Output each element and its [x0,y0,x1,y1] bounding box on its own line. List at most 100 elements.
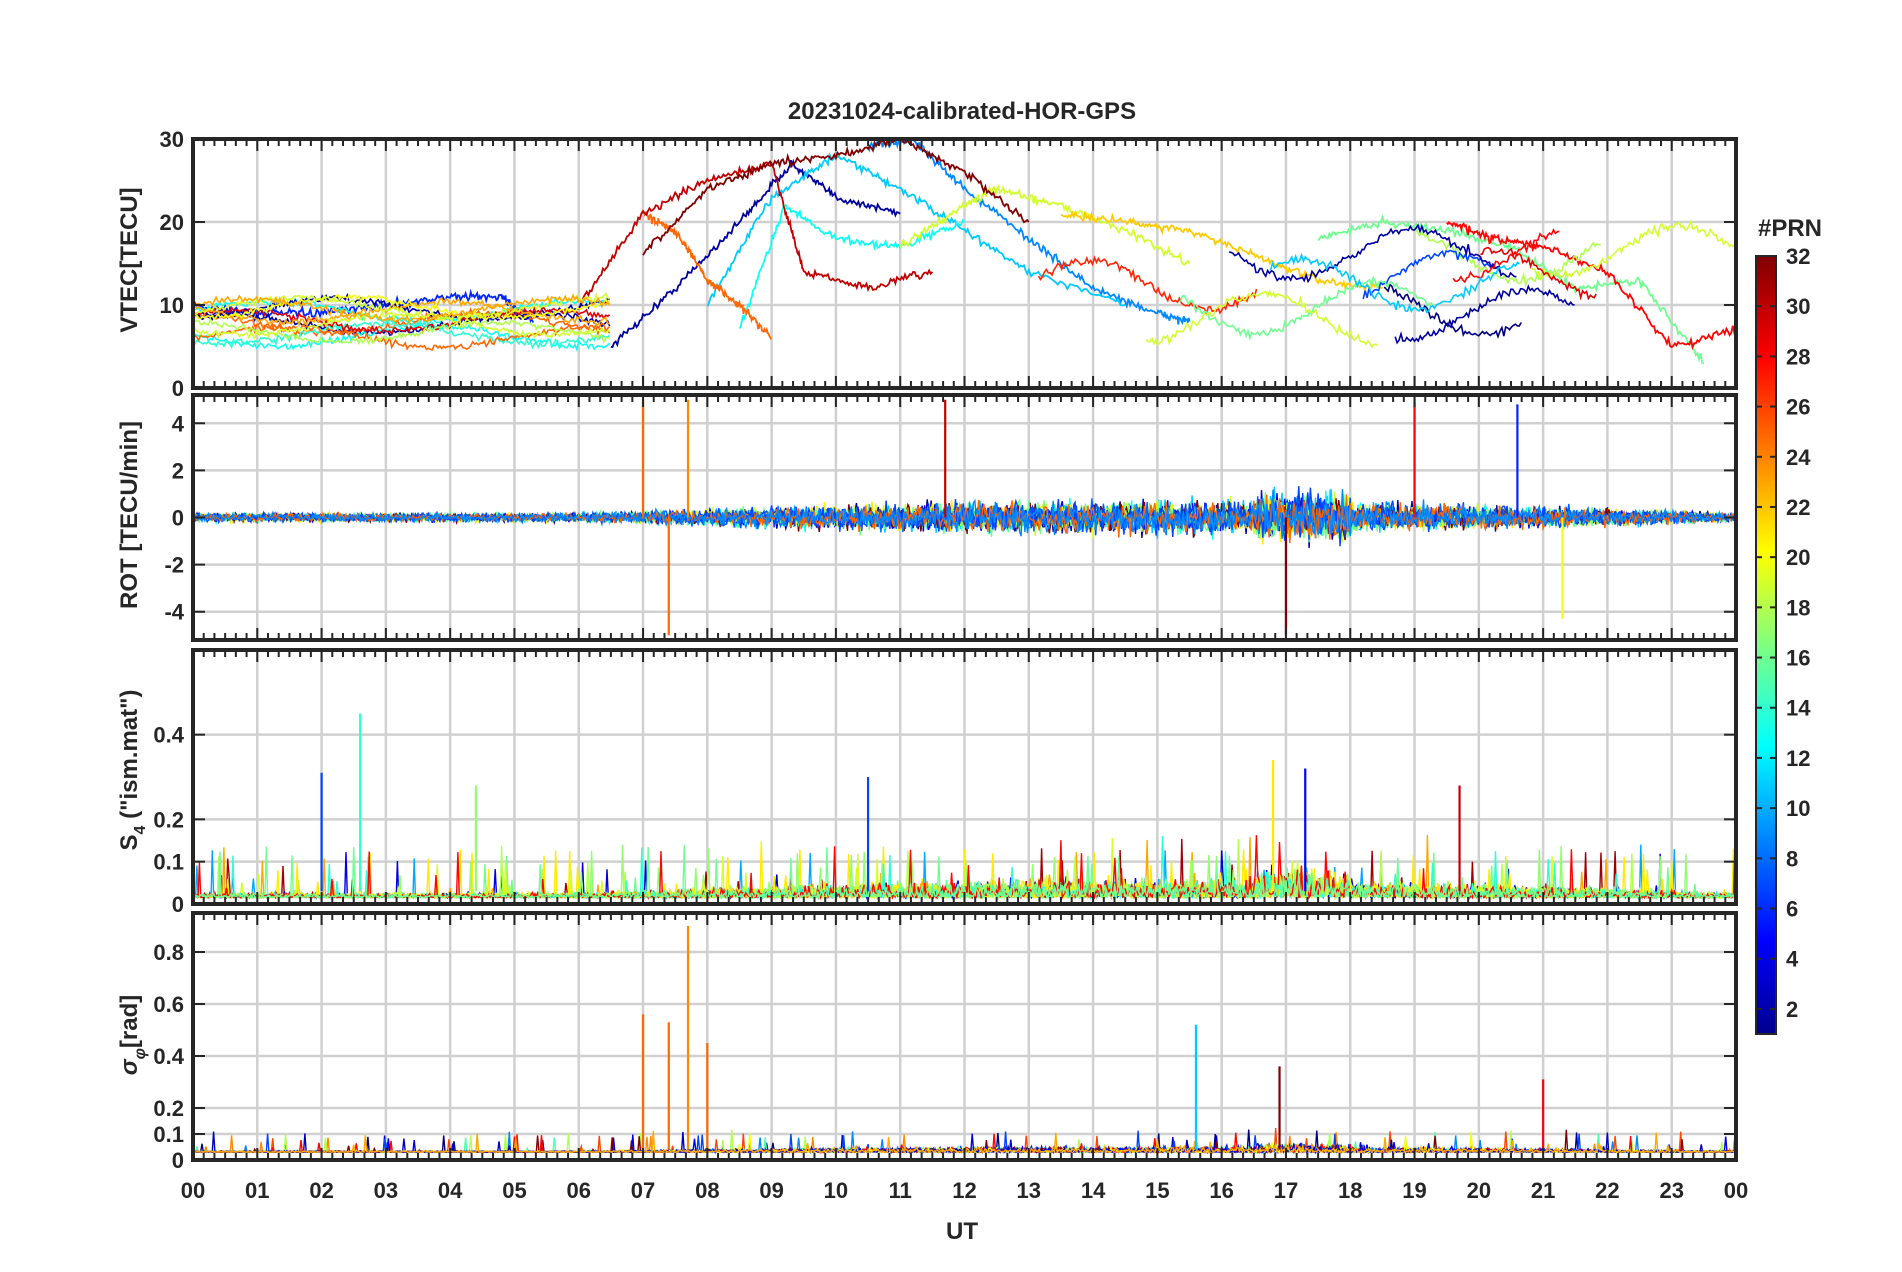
vtec-background-line [1413,228,1601,289]
panel-vtec-ylabel: VTEC[TECU] [116,187,143,332]
panel-s4: 0 0.1 0.2 0.4 S4 ("ism.mat") [116,648,1738,917]
x-tick-label: 17 [1274,1178,1298,1203]
panel-s4-ylabel: S4 ("ism.mat") [116,689,149,850]
colorbar-tick-label: 26 [1786,395,1810,420]
panel-rot: -4 -2 0 2 4 ROT [TECU/min] [116,393,1738,642]
colorbar-tick-label: 22 [1786,495,1810,520]
colorbar-tick-label: 8 [1786,846,1798,871]
colorbar-tick-label: 10 [1786,796,1810,821]
x-tick-label: 03 [374,1178,398,1203]
vtec-background-line [1269,252,1520,314]
colorbar-tick-label: 6 [1786,897,1798,922]
x-tick-label: 16 [1209,1178,1233,1203]
colorbar-tick-label: 2 [1786,997,1798,1022]
vtec-series-line [867,139,1191,326]
y-tick-label: 0 [172,376,184,401]
y-tick-label: 10 [160,293,184,318]
x-tick-label: 21 [1531,1178,1555,1203]
y-tick-label: 2 [172,458,184,483]
x-tick-label: 11 [889,1178,912,1203]
chart-title: 20231024-calibrated-HOR-GPS [788,98,1136,125]
vtec-series-line [193,288,534,324]
x-tick-label: 01 [245,1178,269,1203]
vtec-series-line [642,211,773,340]
panel-vtec: 0 10 20 30 VTEC[TECU] [116,127,1738,401]
x-tick-label: 09 [759,1178,783,1203]
colorbar-gradient [1755,255,1777,1035]
vtec-background-line [193,319,611,350]
vtec-background-line [193,306,611,336]
colorbar-tick-label: 16 [1786,646,1810,671]
vtec-background-line [193,293,611,323]
colorbar-tick-label: 12 [1786,746,1810,771]
y-tick-label: 20 [160,210,184,235]
colorbar-tick-label: 32 [1786,244,1810,269]
x-tick-label: 02 [309,1178,333,1203]
x-tick-label: 13 [1017,1178,1041,1203]
colorbar-tick-label: 24 [1786,445,1811,470]
y-tick-label: 0 [172,1148,184,1173]
y-tick-label: 0 [172,892,184,917]
y-tick-label: -2 [164,553,184,578]
vtec-background-line [193,317,610,346]
panel-sigma-phi-ylabel: σφ[rad] [116,995,149,1076]
y-tick-label: 4 [172,411,185,436]
colorbar-tick-label: 30 [1786,294,1810,319]
y-tick-label: 0.4 [153,723,184,748]
x-tick-label: 12 [952,1178,976,1203]
panel-rot-ylabel: ROT [TECU/min] [116,421,143,609]
colorbar-tick-label: 20 [1786,545,1810,570]
vtec-series-line [1060,210,1383,292]
vtec-background-line [1530,219,1736,282]
vtec-series-line [642,139,1030,256]
x-tick-label: 22 [1595,1178,1619,1203]
vtec-background-line [1145,288,1379,349]
y-tick-label: 0.1 [153,850,184,875]
y-tick-label: -4 [164,600,184,625]
x-tick-label: 05 [502,1178,526,1203]
vtec-background-line [193,293,611,322]
colorbar-tick-label: 18 [1786,595,1810,620]
vtec-background-line [1228,223,1517,284]
vtec-series-line [706,151,1126,307]
vtec-series-line [1446,220,1736,351]
vtec-background-line [193,310,611,340]
colorbar-title: #PRN [1758,215,1822,242]
x-tick-labels: 00 01 02 03 04 05 06 07 08 09 10 11 12 13 14 15 16 17 18 19… [181,1178,1748,1203]
x-tick-label: 07 [631,1178,655,1203]
vtec-series-line [738,203,966,330]
colorbar: #PRN 32 30 28 26 24 22 20 18 16 14 12 10 8 6 4 2 [1755,215,1822,1035]
x-tick-label: 10 [824,1178,848,1203]
x-tick-label: 14 [1081,1178,1106,1203]
x-tick-label: 06 [567,1178,591,1203]
vtec-background-line [1383,283,1522,339]
y-tick-label: 0 [172,506,184,531]
y-tick-label: 0.6 [153,992,184,1017]
x-tick-label: 23 [1659,1178,1683,1203]
x-tick-label: 08 [695,1178,719,1203]
vtec-background-line [1037,255,1258,317]
colorbar-tick-label: 28 [1786,344,1810,369]
x-tick-label: 00 [1724,1178,1748,1203]
vtec-series-line [610,158,901,349]
x-tick-label: 04 [438,1178,463,1203]
vtec-background-line [1452,228,1560,284]
x-axis-label: UT [946,1218,978,1245]
rot-series-line [193,487,1736,547]
y-tick-label: 0.4 [153,1044,184,1069]
vtec-background-line [193,292,610,322]
x-tick-label: 00 [181,1178,205,1203]
y-tick-label: 0.8 [153,940,184,965]
vtec-background-line [1394,284,1575,345]
x-tick-label: 15 [1145,1178,1169,1203]
rot-series-line [193,489,1736,539]
y-tick-label: 0.2 [153,1096,184,1121]
colorbar-tick-label: 14 [1786,696,1811,721]
vtec-background-line [193,320,611,352]
x-tick-label: 18 [1338,1178,1362,1203]
y-tick-label: 0.1 [153,1122,184,1147]
vtec-background-line [1480,246,1597,301]
colorbar-tick-label: 4 [1786,947,1799,972]
y-tick-label: 0.2 [153,807,184,832]
y-tick-label: 30 [160,127,184,152]
